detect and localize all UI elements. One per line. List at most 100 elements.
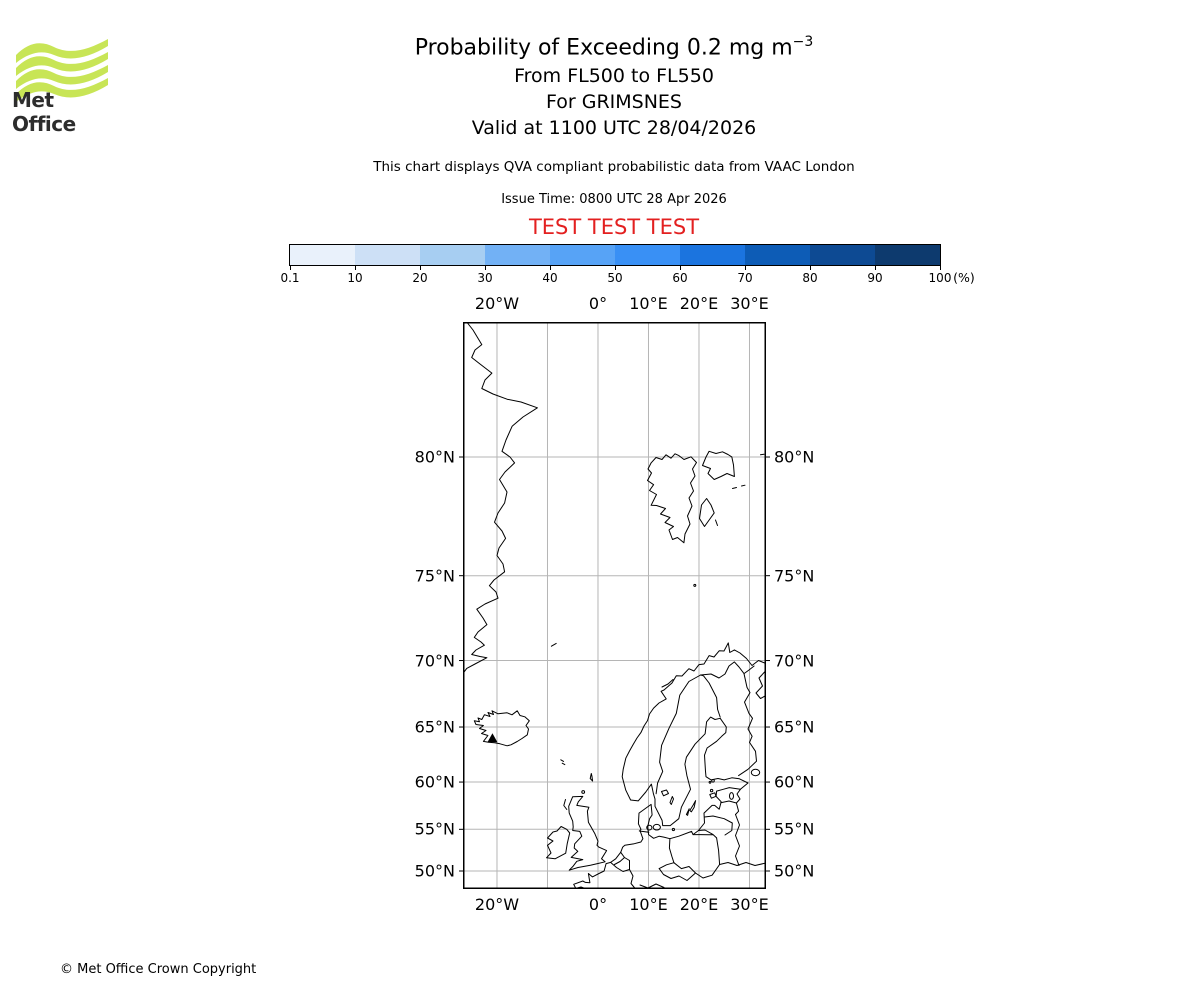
lon-label-top: 0° — [588, 294, 608, 313]
island-orkney — [581, 790, 586, 794]
border-germany-poland — [668, 838, 675, 864]
lat-label-right: 65°N — [774, 717, 815, 737]
border-russia-belarus — [735, 814, 740, 866]
coast-great-britain — [568, 795, 608, 871]
colorbar-tick-label: 60 — [672, 271, 688, 285]
subtitle-volcano: For GRIMSNES — [546, 91, 682, 113]
lat-label-right: 70°N — [774, 651, 815, 671]
colorbar-tick-label: 90 — [867, 271, 883, 285]
border-norway-finland-russia — [700, 661, 755, 679]
border-poland-belarus — [716, 837, 721, 865]
lat-label-right: 50°N — [774, 861, 815, 881]
colorbar-segment-5 — [550, 245, 615, 265]
map-frame — [463, 322, 766, 889]
map-axis-ticks — [459, 456, 770, 872]
lat-label-right: 80°N — [774, 447, 815, 467]
island-zealand — [652, 823, 661, 831]
volcano-marker-icon — [487, 733, 498, 743]
island-gotland — [689, 800, 697, 813]
colorbar-segment-8 — [745, 245, 810, 265]
island-oland — [685, 808, 690, 816]
colorbar-tickmark — [680, 266, 681, 270]
lat-label-right: 75°N — [774, 566, 815, 586]
coastlines — [463, 322, 766, 889]
lake-peipus — [729, 792, 734, 800]
colorbar-tickmark — [550, 266, 551, 270]
border-denmark-germany — [638, 830, 650, 833]
map-gridlines — [463, 322, 766, 889]
issue-time: Issue Time: 0800 UTC 28 Apr 2026 — [501, 192, 727, 207]
qva-disclaimer: This chart displays QVA compliant probab… — [373, 159, 855, 175]
island-bear — [693, 583, 697, 587]
island-bornholm — [671, 827, 675, 832]
lat-label-left: 70°N — [414, 651, 455, 671]
lat-label-left: 75°N — [414, 566, 455, 586]
colorbar-tickmark — [355, 266, 356, 270]
lake-vanern — [661, 789, 669, 797]
island-kvitoya — [760, 453, 765, 456]
colorbar-tickmark — [745, 266, 746, 270]
lat-label-left: 50°N — [414, 861, 455, 881]
subtitle-flight-levels: From FL500 to FL550 — [514, 65, 714, 87]
lon-label-top: 30°E — [730, 294, 769, 313]
copyright: © Met Office Crown Copyright — [60, 962, 257, 977]
colorbar-unit-label: (%) — [953, 270, 975, 285]
colorbar-segment-6 — [615, 245, 680, 265]
coast-nordaustlandet — [702, 450, 735, 480]
colorbar-segment-2 — [355, 245, 420, 265]
coast-iceland — [473, 710, 530, 747]
island-hopen — [715, 519, 718, 526]
met-office-logo-icon — [16, 39, 108, 102]
colorbar-tickmark — [810, 266, 811, 270]
border-finland-russia — [738, 673, 757, 777]
colorbar-tick-label: 30 — [477, 271, 493, 285]
border-benelux — [610, 851, 636, 889]
lat-label-right: 60°N — [774, 772, 815, 792]
coast-mainland-europe — [573, 642, 766, 889]
colorbar-segment-7 — [680, 245, 745, 265]
border-kaliningrad — [692, 829, 718, 839]
lon-label-bottom: 20°E — [679, 895, 719, 914]
coast-edgeoya — [699, 498, 715, 527]
colorbar-segment-1 — [290, 245, 355, 265]
coast-white-sea — [755, 670, 766, 699]
lon-label-bottom: 30°E — [730, 895, 769, 914]
colorbar-tickmark — [615, 266, 616, 270]
test-banner: TEST TEST TEST — [528, 215, 700, 239]
border-estonia-latvia — [720, 800, 740, 815]
lat-label-left: 80°N — [414, 447, 455, 467]
colorbar-segment-3 — [420, 245, 485, 265]
volcano-marker-layer — [487, 733, 498, 743]
border-norway-sweden — [655, 674, 702, 795]
island-aland-1 — [711, 779, 715, 783]
island-hiiumaa — [709, 788, 714, 793]
border-alpine — [639, 883, 665, 889]
colorbar-tick-label: 50 — [607, 271, 623, 285]
colorbar-tick-label: 20 — [412, 271, 428, 285]
island-shetland — [589, 773, 594, 782]
lon-label-bottom: 20°W — [474, 895, 520, 914]
island-hebrides — [563, 799, 568, 810]
lat-label-left: 60°N — [414, 772, 455, 792]
map: 20°W 20°W 0° 0° 10°E 10°E 20°E 20°E 30°E 30°E 80°N… — [415, 294, 815, 914]
coast-spitsbergen — [647, 453, 697, 544]
border-estonia-russia — [735, 788, 741, 804]
colorbar-tick-label: 40 — [542, 271, 558, 285]
lat-label-left: 65°N — [414, 717, 455, 737]
colorbar-tick-label: 10 — [347, 271, 363, 285]
lon-label-bottom: 10°E — [629, 895, 668, 914]
border-czech-north — [658, 862, 721, 879]
colorbar-segment-10 — [875, 245, 940, 265]
lon-label-top: 10°E — [629, 294, 668, 313]
island-jan-mayen — [550, 642, 557, 647]
colorbar-segment-4 — [485, 245, 550, 265]
subtitle-valid-time: Valid at 1100 UTC 28/04/2026 — [471, 117, 757, 139]
colorbar-tickmark — [940, 266, 941, 270]
colorbar-tick-label: 70 — [737, 271, 753, 285]
lon-label-top: 20°E — [679, 294, 719, 313]
map-canvas — [459, 322, 770, 889]
colorbar-tick-label: 80 — [802, 271, 818, 285]
colorbar-tick-label: 0.1 — [280, 271, 300, 285]
lake-ladoga — [750, 768, 761, 777]
